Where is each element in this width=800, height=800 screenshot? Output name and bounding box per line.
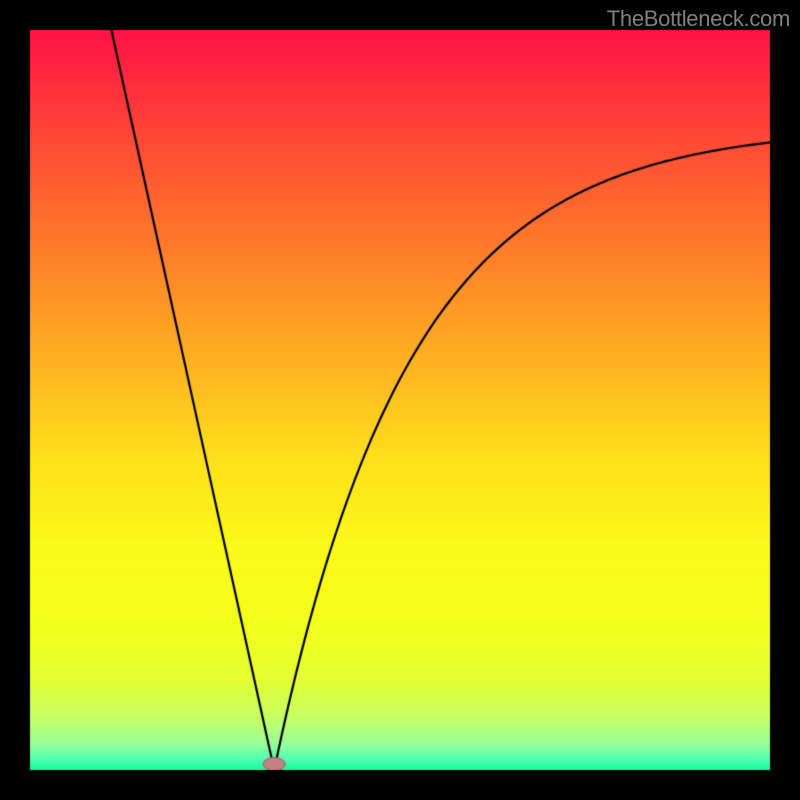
watermark-text: TheBottleneck.com: [607, 6, 790, 32]
bottleneck-chart: [0, 0, 800, 800]
